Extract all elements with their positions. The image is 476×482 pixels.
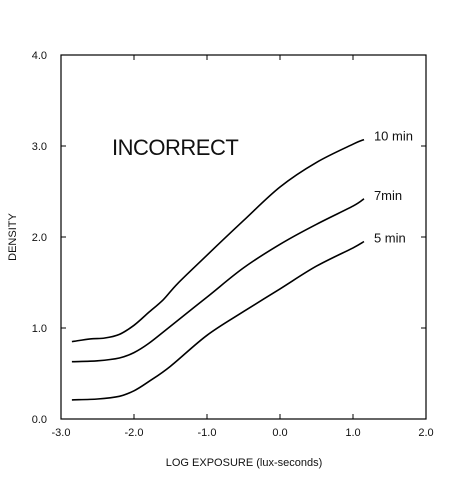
curve-series-1 [71,198,365,363]
x-tick-label: 0.0 [272,427,287,439]
y-tick-label: 1.0 [32,323,47,335]
x-tick-label: 2.0 [418,427,433,439]
y-tick-label: 2.0 [32,232,47,244]
y-tick-label: 4.0 [32,50,47,62]
incorrect-annotation: INCORRECT [112,135,238,160]
curve-series-0 [71,138,365,343]
series-label-2: 5 min [374,231,406,246]
x-tick-label: -1.0 [198,427,217,439]
axis-tick-labels: -3.0 -2.0 -1.0 0.0 1.0 2.0 0.0 1.0 2.0 3.0 4.0 [32,50,434,439]
y-tick-label: 3.0 [32,141,47,153]
x-tick-label: -3.0 [52,427,71,439]
series-labels: 10 min 7min 5 min [374,129,413,246]
x-tick-label: 1.0 [345,427,360,439]
curve-series-2 [71,240,365,401]
y-tick-label: 0.0 [32,414,47,426]
series-label-0: 10 min [374,129,413,144]
x-tick-label: -2.0 [125,427,144,439]
axis-ticks [60,54,427,420]
plot-frame [60,54,427,420]
y-axis-title: DENSITY [7,213,19,261]
x-axis-title: LOG EXPOSURE (lux-seconds) [166,457,323,469]
series-label-1: 7min [374,188,402,203]
density-curves [71,138,365,401]
